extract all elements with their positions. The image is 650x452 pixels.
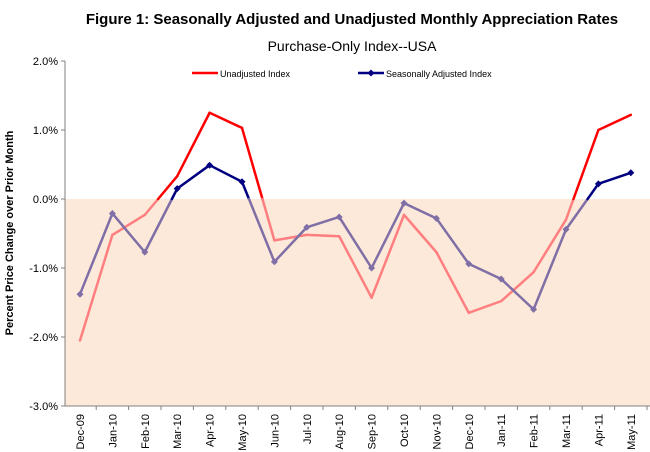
unadjusted-line-segment <box>156 174 179 201</box>
seasonally-adjusted-point <box>432 214 440 222</box>
seasonally-adjusted-point <box>562 225 570 233</box>
seasonally-adjusted-line-segment <box>532 228 568 311</box>
x-tick-label: May-10 <box>237 414 249 451</box>
seasonally-adjusted-point <box>141 248 149 256</box>
x-tick-label: Nov-10 <box>431 414 443 449</box>
unadjusted-line-segment <box>467 299 503 315</box>
axes <box>61 60 650 410</box>
seasonally-adjusted-line-segment <box>467 262 503 281</box>
unadjusted-line-segment <box>78 233 114 342</box>
x-tick-label: Jun-10 <box>269 414 281 448</box>
seasonally-adjusted-point <box>206 161 214 169</box>
x-tick-label: Dec-09 <box>75 414 87 449</box>
x-tick-label: Jan-11 <box>496 414 508 447</box>
x-tick-labels: Dec-09 Jan-10 Feb-10 Mar-10 Apr-10 May-10 Jun-… <box>75 414 638 451</box>
seasonally-adjusted-point <box>76 290 84 298</box>
unadjusted-line-segment <box>261 197 276 242</box>
unadjusted-line-segment <box>564 197 575 221</box>
x-tick-label: Jan-10 <box>107 414 119 448</box>
seasonally-adjusted-line-segment <box>111 212 147 254</box>
unadjusted-line-segment <box>532 218 568 274</box>
unadjusted-line-segment <box>111 213 147 237</box>
x-tick-label: May-11 <box>626 414 638 450</box>
unadjusted-line-segment <box>305 233 341 238</box>
x-tick-label: Apr-10 <box>205 414 217 447</box>
unadjusted-line-segment <box>402 213 438 254</box>
seasonally-adjusted-line-segment <box>143 197 174 254</box>
unadjusted-line-segment <box>337 235 373 299</box>
unadjusted-line-segment <box>273 233 309 242</box>
seasonally-adjusted-line-segment <box>78 212 114 296</box>
y-tick-label: -1.0% <box>29 263 58 275</box>
seasonally-adjusted-line-segment <box>435 217 471 266</box>
seasonally-adjusted-line-segment <box>208 163 244 183</box>
seasonally-adjusted-point <box>303 223 311 231</box>
unadjusted-line-segment <box>175 111 211 178</box>
seasonally-adjusted-line-segment <box>273 226 309 264</box>
x-tick-label: Mar-10 <box>172 414 184 449</box>
seasonally-adjusted-point <box>497 275 505 283</box>
seasonally-adjusted-point <box>368 264 376 272</box>
x-tick-label: Aug-10 <box>334 414 346 449</box>
seasonally-adjusted-point <box>400 199 408 207</box>
seasonally-adjusted-point <box>594 180 602 188</box>
series-markers <box>76 161 635 313</box>
seasonally-adjusted-line-segment <box>597 171 633 186</box>
seasonally-adjusted-point <box>335 213 343 221</box>
x-tick-label: Apr-11 <box>593 414 605 446</box>
x-tick-label: Dec-10 <box>464 414 476 449</box>
x-tick-label: Sep-10 <box>367 414 379 449</box>
seasonally-adjusted-line-segment <box>370 201 406 270</box>
chart-subtitle: Purchase-Only Index--USA <box>268 38 438 54</box>
seasonally-adjusted-point <box>270 258 278 266</box>
unadjusted-line-segment <box>240 126 264 201</box>
y-tick-label: -2.0% <box>29 332 58 344</box>
seasonally-adjusted-point <box>627 169 635 177</box>
y-tick-label: -3.0% <box>29 401 58 413</box>
x-tick-label: Mar-11 <box>561 414 573 448</box>
seasonally-adjusted-line-segment <box>240 180 251 201</box>
unadjusted-line-segment <box>597 113 633 132</box>
seasonally-adjusted-point <box>465 260 473 268</box>
seasonally-adjusted-line-segment <box>337 215 373 270</box>
seasonally-adjusted-point <box>108 209 116 217</box>
unadjusted-line-segment <box>572 128 600 201</box>
negative-shaded-region <box>65 199 650 406</box>
seasonally-adjusted-line-segment <box>175 163 211 190</box>
seasonally-adjusted-line-segment <box>564 197 589 231</box>
legend-label-unadjusted: Unadjusted Index <box>220 69 291 79</box>
unadjusted-line-segment <box>208 111 244 130</box>
seasonally-adjusted-line-segment <box>499 277 535 311</box>
seasonally-adjusted-point <box>173 185 181 193</box>
y-tick-labels: 2.0% 1.0% 0.0% -1.0% -2.0% -3.0% <box>29 56 58 413</box>
y-tick-label: 0.0% <box>33 194 58 206</box>
seasonally-adjusted-line-segment <box>247 197 276 264</box>
y-axis-label: Percent Price Change over Prior Month <box>4 130 16 335</box>
seasonally-adjusted-point <box>530 305 538 313</box>
legend-label-seasonally-adjusted: Seasonally Adjusted Index <box>386 69 492 79</box>
unadjusted-line-segment <box>370 213 406 299</box>
seasonally-adjusted-point <box>238 178 246 186</box>
chart-title: Figure 1: Seasonally Adjusted and Unadju… <box>86 11 618 28</box>
unadjusted-line-segment <box>499 270 535 303</box>
unadjusted-line-segment <box>435 250 471 315</box>
x-tick-label: Jul-10 <box>302 414 314 444</box>
legend: Unadjusted Index Seasonally Adjusted Ind… <box>192 69 492 79</box>
series-lines <box>78 111 633 342</box>
y-tick-label: 2.0% <box>33 56 58 68</box>
unadjusted-line-segment <box>143 197 160 217</box>
seasonally-adjusted-line-segment <box>586 182 600 201</box>
seasonally-adjusted-line-segment <box>305 215 341 229</box>
x-tick-label: Feb-10 <box>140 414 152 449</box>
y-tick-label: 1.0% <box>33 125 58 137</box>
x-tick-label: Feb-11 <box>529 414 541 448</box>
x-tick-label: Oct-10 <box>399 414 411 447</box>
legend-marker-seasonally-adjusted <box>367 69 375 77</box>
seasonally-adjusted-line-segment <box>402 201 438 220</box>
